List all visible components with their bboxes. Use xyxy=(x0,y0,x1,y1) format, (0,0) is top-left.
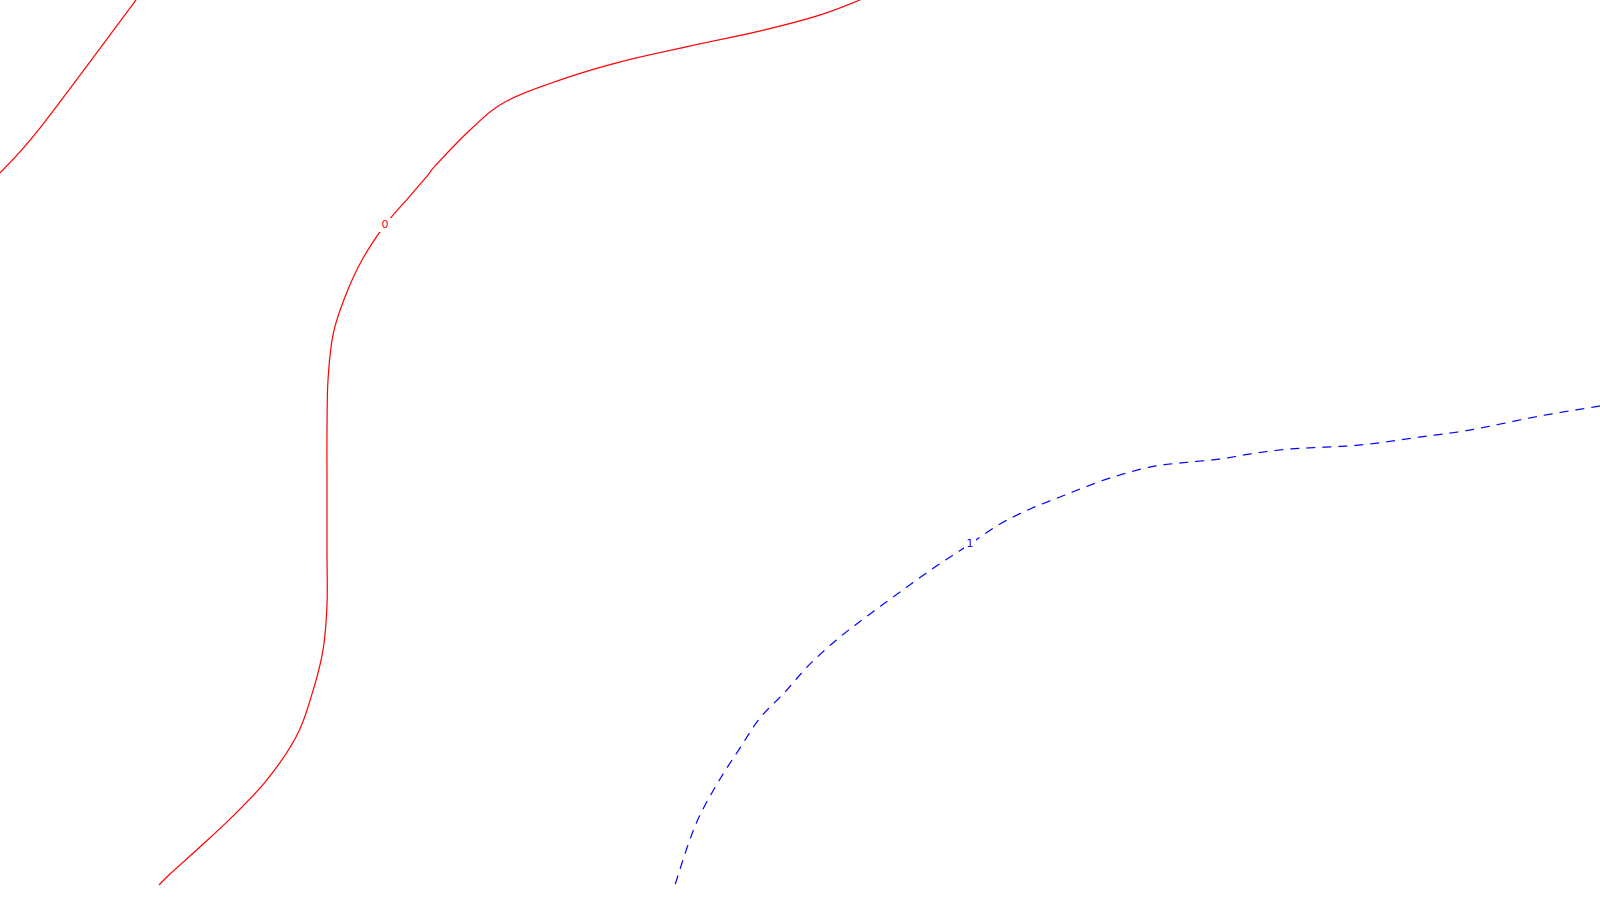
contour-labels: 01 xyxy=(379,218,976,551)
contour-label-level-0: 0 xyxy=(382,218,389,231)
contour-line-level-0-segment-2 xyxy=(158,0,861,886)
contour-line-level-0-segment-1 xyxy=(0,0,137,174)
contour-line-level-1-segment-1 xyxy=(674,405,1600,886)
contour-label-background-1 xyxy=(964,537,976,551)
contour-label-level-1: 1 xyxy=(967,537,974,550)
contour-label-background-0 xyxy=(379,218,391,232)
